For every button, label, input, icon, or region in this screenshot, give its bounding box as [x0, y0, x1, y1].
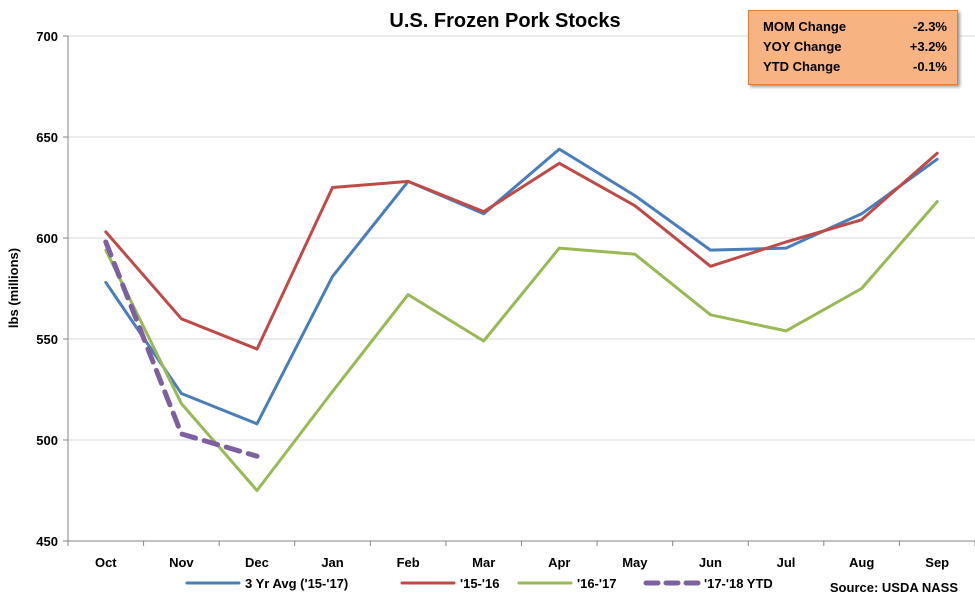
series-line-1	[104, 151, 939, 351]
y-tick-label: 700	[36, 29, 58, 44]
legend-label-2: '16-'17	[577, 576, 616, 591]
stats-label: MOM Change	[763, 19, 847, 34]
change-summary-box: MOM Change -2.3% YOY Change +3.2% YTD Ch…	[748, 10, 958, 85]
stats-value: +3.2%	[909, 39, 947, 54]
legend: 3 Yr Avg ('15-'17) '15-'16 '16-'17 '17-'18 …	[185, 576, 773, 591]
y-axis: 450 500 550 600 650 700	[36, 29, 69, 549]
y-tick-label: 450	[36, 534, 58, 549]
stats-row-yoy: YOY Change +3.2%	[763, 37, 947, 57]
series-line-0	[104, 147, 939, 426]
y-tick-label: 650	[36, 130, 58, 145]
y-tick-label: 600	[36, 231, 58, 246]
legend-label-3: '17-'18 YTD	[704, 576, 773, 591]
x-tick-label: May	[622, 555, 648, 570]
stats-value: -0.1%	[913, 59, 947, 74]
legend-label-1: '15-'16	[460, 576, 499, 591]
x-tick-label: Sep	[925, 555, 949, 570]
x-tick-label: Jul	[777, 555, 796, 570]
stats-label: YTD Change	[763, 59, 841, 74]
chart-title: U.S. Frozen Pork Stocks	[389, 10, 620, 32]
x-tick-label: Feb	[397, 555, 420, 570]
x-tick-label: Aug	[849, 555, 874, 570]
x-axis: Oct Nov Dec Jan Feb Mar Apr May Jun Jul Aug Sep	[67, 540, 975, 570]
x-tick-label: Mar	[472, 555, 495, 570]
y-tick-label: 550	[36, 332, 58, 347]
x-tick-label: Apr	[548, 555, 570, 570]
stats-value: -2.3%	[913, 19, 947, 34]
x-tick-label: Oct	[95, 555, 117, 570]
gridlines	[68, 35, 975, 441]
legend-label-0: 3 Yr Avg ('15-'17)	[245, 576, 348, 591]
series-lines	[103, 147, 939, 492]
x-tick-label: Jun	[699, 555, 722, 570]
series-line-3	[103, 239, 260, 459]
x-tick-label: Jan	[321, 555, 343, 570]
source-note: Source: USDA NASS	[830, 580, 958, 595]
stats-row-mom: MOM Change -2.3%	[763, 17, 947, 37]
stats-label: YOY Change	[763, 39, 842, 54]
y-tick-label: 500	[36, 433, 58, 448]
y-axis-label: lbs (millions)	[6, 248, 21, 328]
x-tick-label: Dec	[245, 555, 269, 570]
x-tick-label: Nov	[169, 555, 194, 570]
stats-row-ytd: YTD Change -0.1%	[763, 57, 947, 77]
series-line-2	[104, 200, 939, 492]
